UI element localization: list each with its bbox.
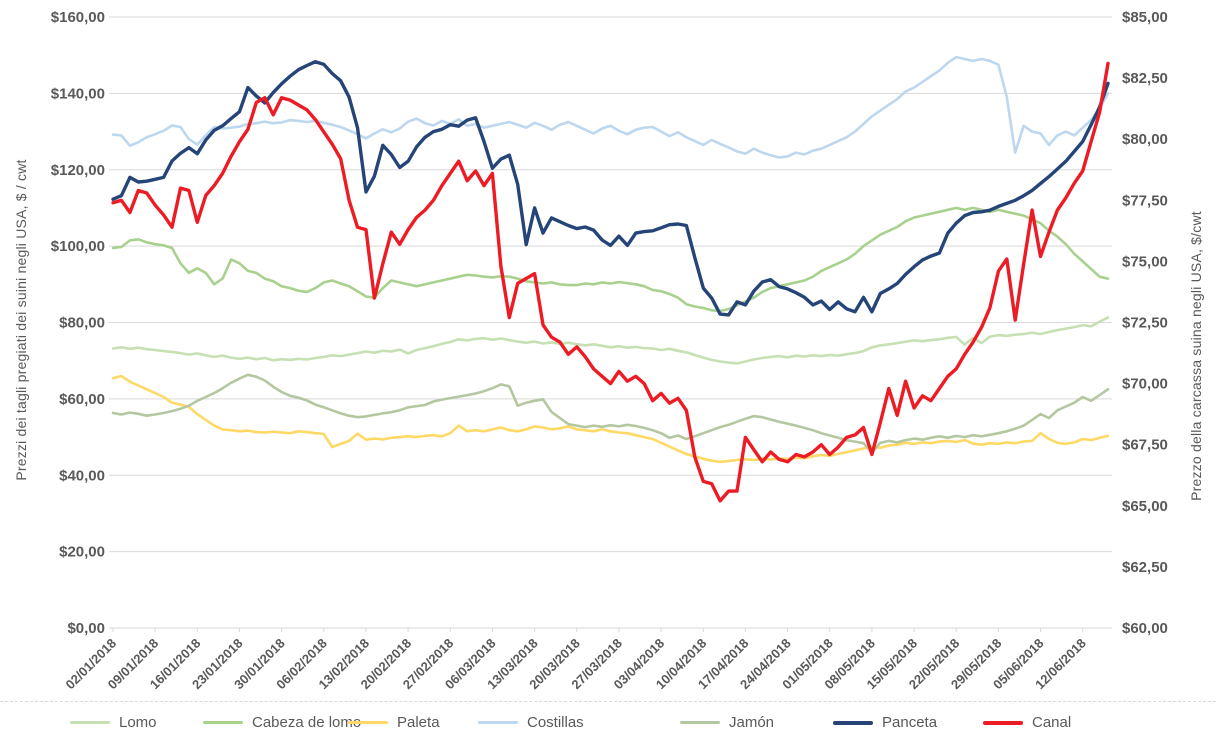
x-axis-ticks xyxy=(112,628,1084,632)
legend-item-canal: Canal xyxy=(983,714,1071,731)
legend-swatch-panceta xyxy=(833,720,873,725)
x-axis-tick-labels: 02/01/201809/01/201816/01/201823/01/2018… xyxy=(62,636,1088,693)
right-axis-tick-label: $67,50 xyxy=(1122,437,1168,454)
right-axis-tick-label: $72,50 xyxy=(1122,315,1168,332)
left-axis-tick-label: $60,00 xyxy=(59,391,105,408)
legend-label: Cabeza de lomo xyxy=(252,714,362,731)
legend-item-jamon: Jamón xyxy=(680,714,774,731)
series-line-lomo xyxy=(111,316,1110,365)
left-axis-tick-label: $120,00 xyxy=(51,162,105,179)
right-axis-tick-label: $62,50 xyxy=(1122,559,1168,576)
right-axis-tick-label: $70,00 xyxy=(1122,376,1168,393)
legend-swatch-costillas xyxy=(478,720,518,725)
left-axis-title: Prezzi dei tagli pregiati dei suini negl… xyxy=(13,159,29,481)
legend-swatch-lomo xyxy=(70,720,110,725)
legend-label: Canal xyxy=(1032,714,1072,731)
legend-item-paleta: Paleta xyxy=(348,714,440,731)
right-axis-tick-label: $77,50 xyxy=(1122,192,1168,209)
legend-item-panceta: Panceta xyxy=(833,714,937,731)
right-axis-tick-label: $65,00 xyxy=(1122,498,1168,515)
right-axis-tick-label: $75,00 xyxy=(1122,253,1168,270)
legend-item-cabeza-de-lomo: Cabeza de lomo xyxy=(203,714,361,731)
right-axis-title: Prezzo della carcassa suina negli USA, $… xyxy=(1188,211,1204,501)
left-axis-tick-label: $80,00 xyxy=(59,315,105,332)
series-line-costillas xyxy=(111,55,1110,159)
legend-item-lomo: Lomo xyxy=(70,714,157,731)
right-axis-tick-labels: $85,00 $82,50 $80,00 $77,50 $75,00 $72,50 $70,… xyxy=(1122,9,1168,637)
series-lines xyxy=(111,55,1110,503)
series-line-jamon xyxy=(111,373,1110,455)
legend-label: Paleta xyxy=(397,714,440,731)
left-axis-tick-label: $40,00 xyxy=(59,467,105,484)
right-axis-tick-label: $80,00 xyxy=(1122,131,1168,148)
chart-legend: Lomo Cabeza de lomo Paleta Costillas Jamón Pa… xyxy=(0,701,1216,747)
left-axis-tick-label: $20,00 xyxy=(59,544,105,561)
series-line-canal xyxy=(111,61,1110,503)
legend-label: Lomo xyxy=(119,714,157,731)
legend-swatch-jamon xyxy=(680,720,720,725)
legend-swatch-paleta xyxy=(348,720,388,725)
series-line-panceta xyxy=(111,60,1110,317)
legend-swatch-cabeza-de-lomo xyxy=(203,720,243,725)
legend-label: Panceta xyxy=(882,714,938,731)
legend-item-costillas: Costillas xyxy=(478,714,584,731)
left-axis-tick-label: $100,00 xyxy=(51,238,105,255)
legend-swatch-canal xyxy=(983,720,1023,725)
left-axis-tick-label: $160,00 xyxy=(51,9,105,26)
right-axis-tick-label: $85,00 xyxy=(1122,9,1168,26)
series-line-paleta xyxy=(111,374,1110,464)
right-axis-tick-label: $82,50 xyxy=(1122,70,1168,87)
left-axis-tick-label: $0,00 xyxy=(67,620,105,637)
series-line-cabeza-de-lomo xyxy=(111,206,1110,313)
right-axis-tick-label: $60,00 xyxy=(1122,620,1168,637)
left-axis-tick-labels: $160,00 $140,00 $120,00 $100,00 $80,00 $60,00… xyxy=(51,9,105,637)
legend-label: Jamón xyxy=(729,714,775,731)
left-axis-tick-label: $140,00 xyxy=(51,85,105,102)
gridlines xyxy=(109,16,1112,629)
legend-label: Costillas xyxy=(527,714,584,731)
